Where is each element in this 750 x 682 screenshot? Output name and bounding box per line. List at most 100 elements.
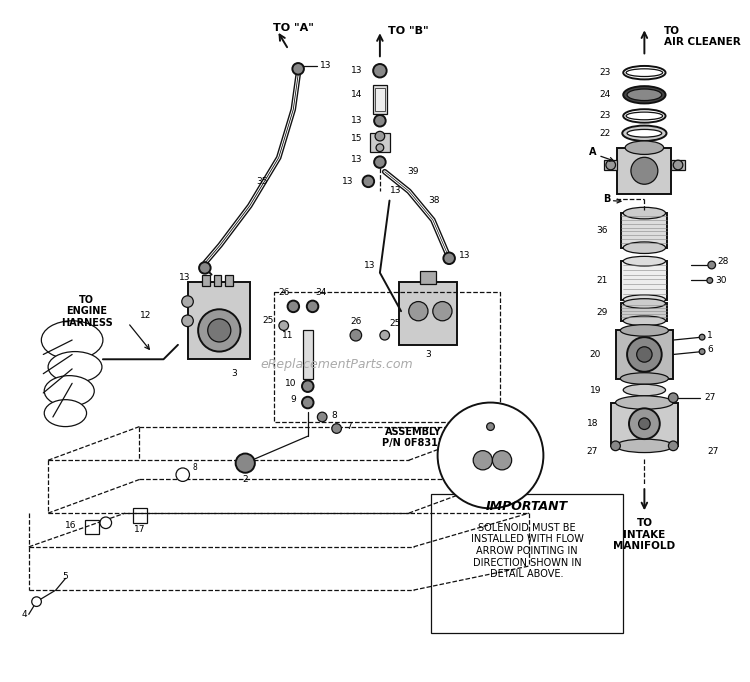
Text: 5: 5	[62, 572, 68, 581]
Circle shape	[317, 412, 327, 421]
Ellipse shape	[626, 69, 663, 76]
Text: TO
INTAKE
MANIFOLD: TO INTAKE MANIFOLD	[614, 518, 676, 551]
Ellipse shape	[616, 439, 674, 453]
Text: 13: 13	[320, 61, 332, 70]
Text: 26: 26	[278, 288, 290, 297]
Bar	[374, 85, 387, 114]
Ellipse shape	[626, 112, 663, 120]
Text: 23: 23	[599, 68, 610, 77]
Bar	[214, 275, 221, 286]
Circle shape	[332, 424, 341, 433]
Ellipse shape	[623, 384, 665, 396]
Text: 13: 13	[459, 251, 470, 260]
Text: 10: 10	[285, 379, 296, 388]
Bar	[616, 330, 674, 379]
Circle shape	[708, 261, 716, 269]
Circle shape	[374, 115, 386, 127]
Circle shape	[610, 441, 620, 451]
Text: 8: 8	[332, 411, 338, 419]
Text: 24: 24	[599, 90, 610, 100]
Text: TO "B": TO "B"	[388, 25, 428, 35]
Ellipse shape	[44, 376, 94, 406]
Circle shape	[198, 309, 241, 352]
Bar	[621, 261, 668, 299]
Circle shape	[307, 301, 318, 312]
Ellipse shape	[623, 299, 665, 308]
Text: 18: 18	[586, 419, 598, 428]
Circle shape	[182, 315, 194, 327]
Text: 26: 26	[350, 316, 361, 325]
Text: 4: 4	[21, 610, 27, 619]
Text: 6: 6	[707, 345, 712, 354]
Ellipse shape	[623, 242, 665, 254]
Text: 13: 13	[351, 116, 362, 125]
Ellipse shape	[616, 396, 674, 409]
Text: 29: 29	[596, 308, 608, 316]
Text: 30: 30	[716, 276, 727, 285]
Text: 27: 27	[707, 447, 718, 456]
Bar	[303, 330, 313, 379]
Ellipse shape	[44, 400, 86, 427]
Circle shape	[287, 301, 299, 312]
Text: 13: 13	[351, 155, 362, 164]
Text: 3: 3	[425, 350, 430, 359]
Text: 19: 19	[590, 385, 601, 395]
Bar	[610, 402, 678, 446]
Text: 17: 17	[134, 524, 146, 534]
Circle shape	[182, 296, 194, 308]
Bar	[133, 508, 147, 523]
Circle shape	[606, 160, 616, 170]
Bar	[617, 148, 671, 194]
Circle shape	[236, 454, 255, 473]
Text: eReplacementParts.com: eReplacementParts.com	[260, 357, 413, 370]
Text: 14: 14	[351, 90, 362, 100]
Ellipse shape	[626, 141, 664, 154]
Text: IMPORTANT: IMPORTANT	[486, 500, 568, 513]
Ellipse shape	[620, 373, 668, 384]
Circle shape	[199, 262, 211, 273]
Bar	[671, 160, 685, 170]
Text: 13: 13	[389, 186, 401, 196]
Text: 35: 35	[256, 177, 267, 186]
Text: 1: 1	[707, 331, 712, 340]
Text: SOLENOID MUST BE
INSTALLED WITH FLOW
ARROW POINTING IN
DIRECTION SHOWN IN
DETAIL: SOLENOID MUST BE INSTALLED WITH FLOW ARR…	[470, 523, 584, 579]
Text: TO "A": TO "A"	[273, 23, 314, 33]
Bar	[486, 421, 495, 433]
Text: 39: 39	[406, 167, 418, 176]
Ellipse shape	[623, 316, 665, 325]
Text: 3: 3	[231, 369, 236, 379]
Circle shape	[302, 397, 313, 409]
Text: 13: 13	[364, 261, 375, 269]
Circle shape	[437, 402, 544, 508]
Text: 21: 21	[596, 276, 608, 285]
Text: 27: 27	[586, 447, 598, 456]
Text: 13: 13	[179, 273, 190, 282]
Text: 15: 15	[351, 134, 362, 143]
Circle shape	[699, 334, 705, 340]
Circle shape	[409, 301, 428, 321]
Text: ASSEMBLY
P/N 0F8313: ASSEMBLY P/N 0F8313	[382, 427, 445, 448]
Circle shape	[100, 517, 112, 529]
Circle shape	[493, 451, 512, 470]
Ellipse shape	[623, 295, 665, 304]
Ellipse shape	[623, 109, 665, 123]
Bar	[399, 282, 457, 345]
Text: 11: 11	[282, 331, 293, 340]
Circle shape	[674, 160, 682, 170]
Bar	[470, 432, 512, 479]
Ellipse shape	[623, 256, 665, 266]
Text: 36: 36	[596, 226, 608, 235]
Text: TO
ENGINE
HARNESS: TO ENGINE HARNESS	[61, 295, 112, 328]
Text: 23: 23	[599, 111, 610, 121]
Bar	[370, 133, 389, 153]
Circle shape	[433, 301, 452, 321]
Text: 20: 20	[590, 350, 601, 359]
Circle shape	[638, 418, 650, 430]
Ellipse shape	[41, 321, 103, 359]
Circle shape	[631, 158, 658, 184]
Circle shape	[350, 329, 361, 341]
Ellipse shape	[623, 66, 665, 79]
Circle shape	[208, 319, 231, 342]
Text: 8: 8	[192, 464, 197, 473]
Bar	[85, 520, 99, 534]
